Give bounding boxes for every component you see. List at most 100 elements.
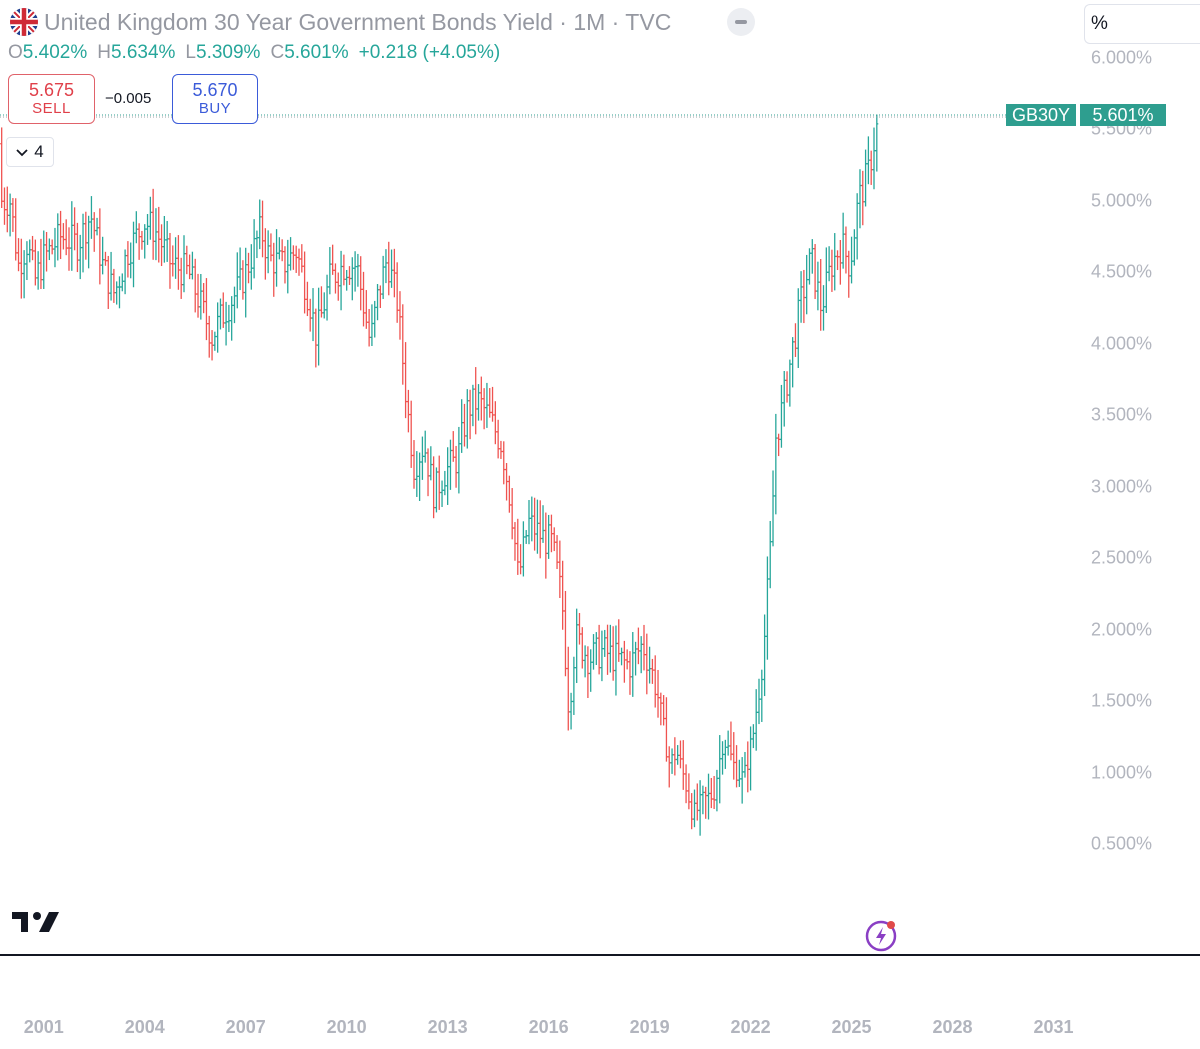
ohlc-bar [39,238,43,290]
ohlc-bar [356,253,360,287]
ohlc-bar [171,245,175,277]
ohlc-bar [457,426,461,494]
ohlc-bar [350,257,354,301]
sell-button[interactable]: 5.675 SELL [8,74,95,124]
ohlc-bar [190,251,194,280]
ohlc-bar [409,400,413,468]
ohlc-bar [822,285,826,331]
ohlc-bar [64,219,68,256]
ohlc-bar [11,198,15,232]
ohlc-bar [126,241,130,278]
ohlc-bar [261,200,265,258]
high-value: 5.634% [110,42,176,63]
ohlc-bar [378,285,382,309]
ohlc-bar [827,246,831,282]
ohlc-bar [199,273,203,320]
ohlc-bar [634,641,638,676]
ohlc-bar [474,367,478,435]
ohlc-bar [437,455,441,510]
buy-button[interactable]: 5.670 BUY [172,74,258,124]
ohlc-bar [117,276,121,309]
tradingview-logo-icon[interactable] [12,910,60,939]
ohlc-bar [420,436,424,480]
ohlc-bar [701,785,705,815]
ohlc-bar [810,239,814,274]
ohlc-bar [541,505,545,543]
ohlc-bar [434,467,438,513]
ohlc-bar [519,544,523,575]
ohlc-bar [471,384,475,427]
ohlc-bar [650,658,654,684]
ohlc-bar [81,213,85,273]
last-price-tag: 5.601% [1080,104,1166,127]
ohlc-bar [681,740,685,790]
ohlc-bar [188,254,192,280]
ohlc-bar [311,288,315,342]
ohlc-bar [151,188,155,260]
ohlc-bar [872,127,876,190]
ohlc-bar [628,651,632,695]
ohlc-bar [763,614,767,697]
ohlc-bar [160,224,164,267]
ohlc-bar [819,258,823,331]
ohlc-bar [771,470,775,547]
ohlc-bar [788,359,792,407]
ohlc-bar [535,499,539,554]
ohlc-bar [614,625,618,696]
ohlc-bar [547,514,551,559]
ohlc-bar [174,237,178,279]
ohlc-bar [140,230,144,250]
ohlc-bar [448,439,452,490]
ohlc-bar [129,242,133,279]
ohlc-bar [524,530,528,544]
change-value: +0.218 (+4.05%) [358,42,501,63]
ohlc-bar [412,440,416,489]
unit-selector[interactable]: % [1084,4,1200,44]
ohlc-bar [252,219,256,279]
ohlc-bar [31,235,35,261]
ohlc-bar [662,695,666,726]
ohlc-bar [0,127,4,209]
ohlc-bar [645,633,649,695]
ohlc-bar [765,556,769,660]
ohlc-bar [429,446,433,481]
ohlc-bar [606,624,610,675]
low-value: 5.309% [196,42,261,63]
time-axis-label: 2025 [831,1017,872,1037]
ohlc-bar [22,250,26,299]
indicators-toggle-button[interactable]: 4 [6,137,54,167]
ohlc-bar [165,220,169,262]
ohlc-bar [297,248,301,276]
ohlc-bar [491,386,495,422]
ohlc-bar [648,646,652,684]
ohlc-bar [737,759,741,787]
ohlc-bar [137,223,141,260]
time-axis-divider [0,954,1200,956]
lightning-icon[interactable] [865,919,899,958]
ohlc-bar [426,448,430,497]
ohlc-bar [154,208,158,261]
ohlc-bar [404,342,408,419]
ohlc-bar [70,201,74,271]
symbol-price-tag: GB30Y [1006,104,1076,127]
ohlc-bar [499,440,503,459]
collapse-legend-button[interactable] [727,8,755,36]
symbol-title[interactable]: United Kingdom 30 Year Government Bonds … [44,8,672,35]
ohlc-bar [589,649,593,692]
ohlc-bar [460,399,464,453]
ohlc-bar [712,775,716,809]
price-axis-label: 2.500% [1091,547,1153,568]
sell-label: SELL [32,100,71,117]
ohlc-bar [339,250,343,311]
time-axis-label: 2031 [1033,1017,1074,1037]
time-axis-label: 2019 [629,1017,670,1037]
ohlc-bar [580,627,584,669]
ohlc-legend: O5.402% H5.634% L5.309% C5.601% +0.218 (+4.0… [8,42,500,64]
ohlc-bar [319,286,323,318]
ohlc-bar [454,445,458,488]
time-axis-label: 2022 [730,1017,771,1037]
ohlc-bar [667,746,671,788]
price-axis-label: 1.000% [1091,762,1153,783]
ohlc-bar [723,739,727,769]
